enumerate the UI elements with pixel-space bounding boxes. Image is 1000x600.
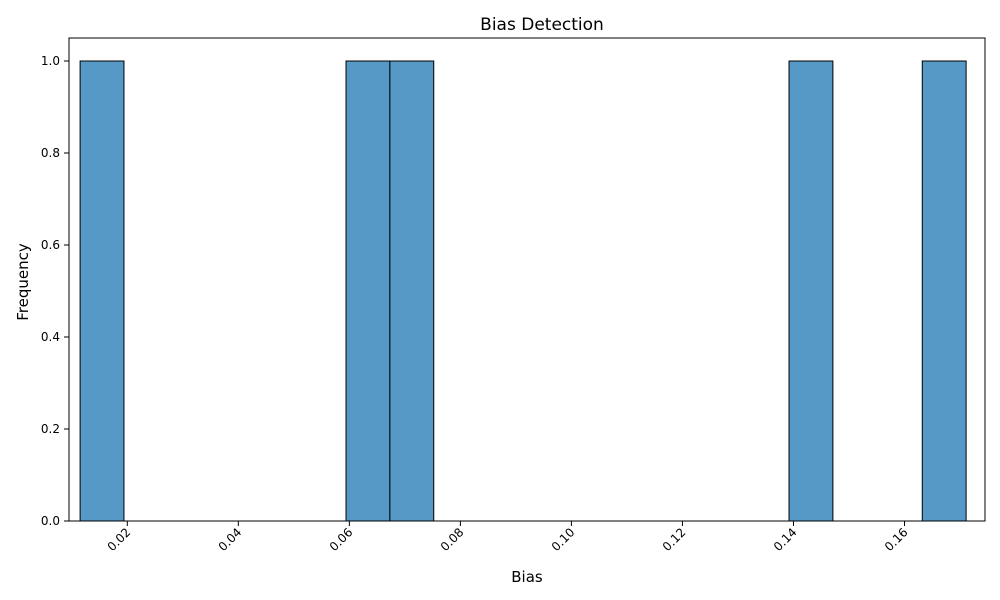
histogram-bar [788, 60, 834, 522]
y-axis-label: Frequency [14, 243, 32, 321]
x-axis-label: Bias [511, 568, 543, 586]
x-tick-label: 0.10 [549, 525, 578, 554]
x-tick-label: 0.14 [771, 525, 800, 554]
x-axis-ticks: 0.02 0.04 0.06 0.08 0.10 0.12 0.14 0.16 [105, 521, 911, 554]
histogram-bar [389, 60, 435, 522]
x-tick-label: 0.04 [216, 525, 245, 554]
y-tick-label: 0.8 [41, 146, 60, 160]
bars-group [79, 60, 967, 522]
y-tick-label: 0.6 [41, 238, 60, 252]
y-tick-label: 0.0 [41, 514, 60, 528]
y-tick-label: 0.2 [41, 422, 60, 436]
chart-title: Bias Detection [480, 15, 604, 35]
x-tick-label: 0.02 [105, 525, 134, 554]
x-tick-label: 0.16 [882, 525, 911, 554]
y-axis-ticks: 0.0 0.2 0.4 0.6 0.8 1.0 [41, 54, 69, 528]
x-tick-label: 0.12 [660, 525, 689, 554]
y-tick-label: 0.4 [41, 330, 60, 344]
histogram-bar [345, 60, 391, 522]
histogram-bar [921, 60, 967, 522]
plot-frame [68, 37, 986, 522]
y-tick-label: 1.0 [41, 54, 60, 68]
x-tick-label: 0.08 [438, 525, 467, 554]
histogram-bar [79, 60, 125, 522]
x-tick-label: 0.06 [327, 525, 356, 554]
